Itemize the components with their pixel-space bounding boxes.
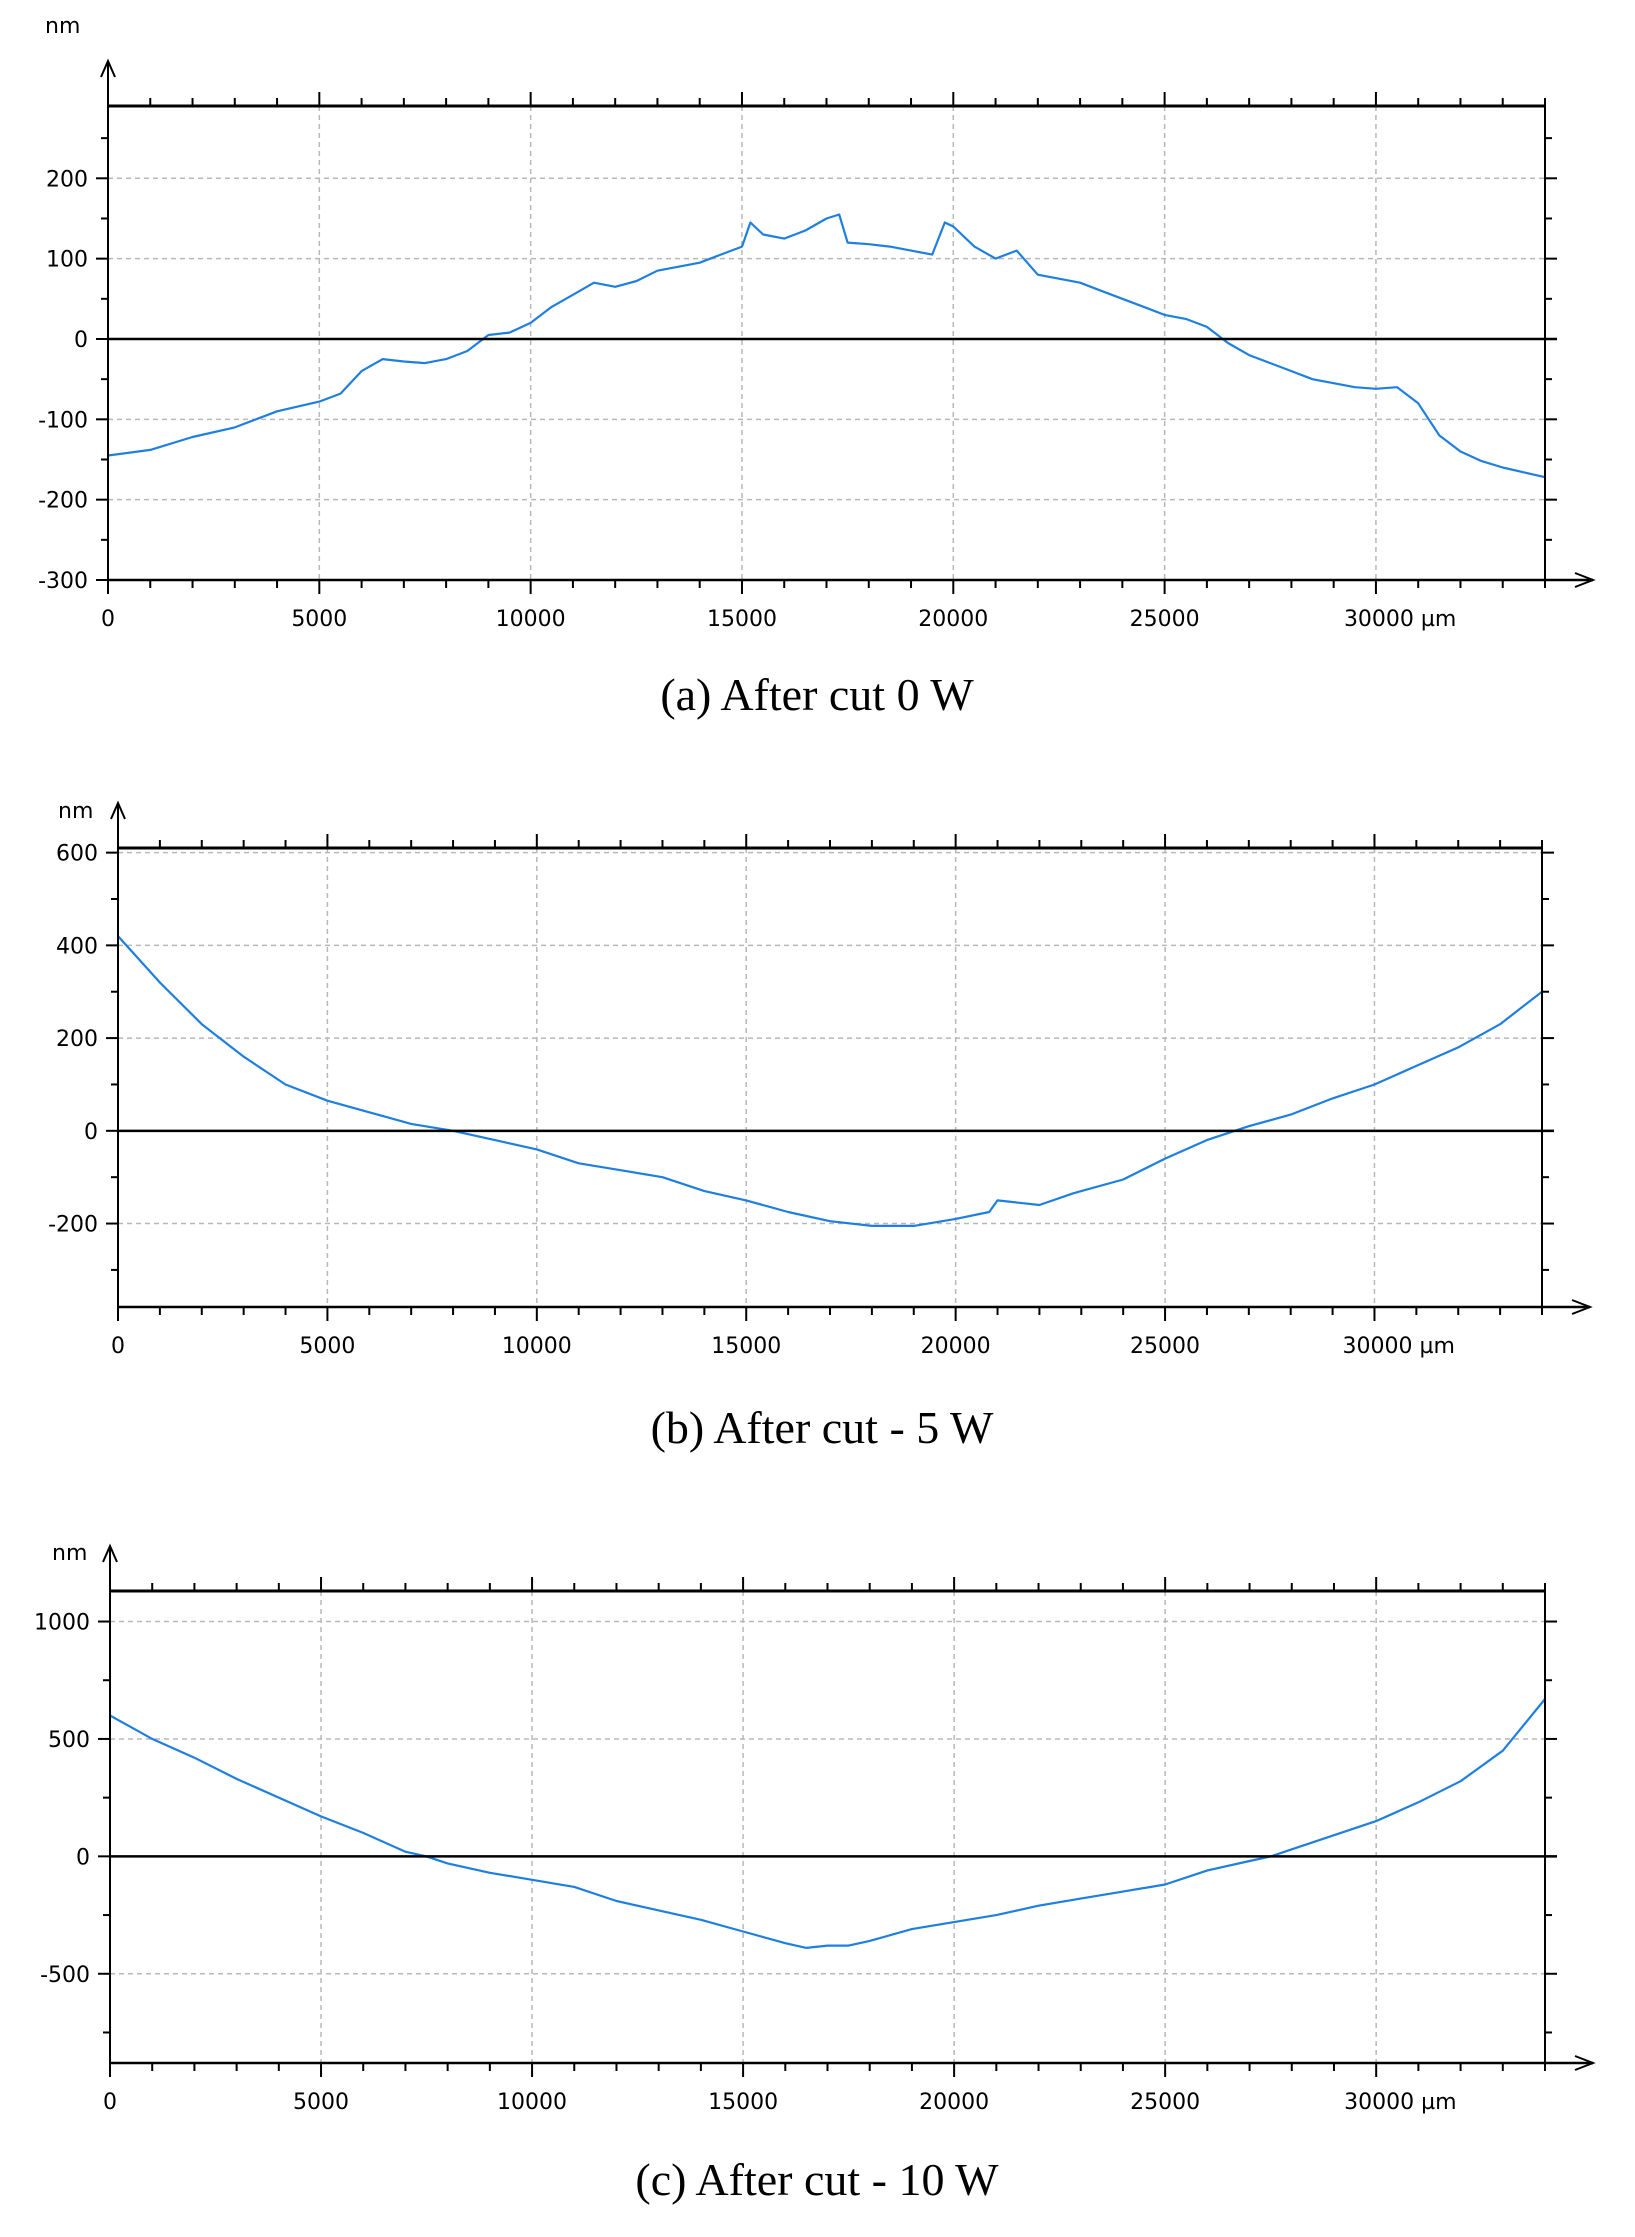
y-tick-label: -500 bbox=[40, 1963, 90, 1988]
y-axis-arrow bbox=[110, 800, 126, 820]
x-tick-label: 30000 µm bbox=[1342, 1334, 1454, 1359]
panel-a-tick-labels: 0 5000 10000 15000 20000 25000 30000 µm 200 100 0… bbox=[38, 167, 1456, 632]
y-tick-label: -300 bbox=[38, 569, 88, 594]
x-tick-label: 20000 bbox=[919, 2090, 989, 2115]
y-tick-label: 200 bbox=[46, 167, 88, 192]
x-tick-label: 10000 bbox=[496, 607, 566, 632]
y-tick-label: 500 bbox=[48, 1728, 90, 1753]
panel-c: 0 5000 10000 15000 20000 25000 30000 µm1000500… bbox=[34, 1541, 1596, 2205]
y-tick-label: 0 bbox=[74, 328, 88, 353]
y-axis-arrow bbox=[100, 58, 116, 78]
x-tick-label: 30000 µm bbox=[1344, 2090, 1456, 2115]
panel-b: 0 5000 10000 15000 20000 25000 30000 µm 600 400 2… bbox=[48, 799, 1593, 1453]
x-tick-label: 30000 µm bbox=[1344, 607, 1456, 632]
x-tick-label: 5000 bbox=[291, 607, 347, 632]
panel-b-series-layer bbox=[117, 935, 1543, 1228]
panel-a-y-unit: nm bbox=[45, 14, 80, 39]
x-axis-arrow bbox=[1574, 2055, 1596, 2071]
y-tick-label: 0 bbox=[76, 1845, 90, 1870]
y-tick-label: 200 bbox=[56, 1027, 98, 1052]
panel-c-grid bbox=[110, 1591, 1545, 2063]
x-axis-arrow bbox=[1571, 1299, 1593, 1315]
series-line bbox=[107, 213, 1546, 479]
x-tick-label: 0 bbox=[111, 1334, 125, 1359]
x-tick-label: 20000 bbox=[921, 1334, 991, 1359]
panel-c-series-layer bbox=[109, 1698, 1546, 1950]
panel-c-y-unit: nm bbox=[52, 1541, 87, 1566]
panel-b-tick-labels: 0 5000 10000 15000 20000 25000 30000 µm 600 400 2… bbox=[48, 842, 1455, 1359]
y-axis-arrow bbox=[102, 1543, 118, 1563]
panel-b-axes bbox=[106, 800, 1593, 1321]
panel-a: 0 5000 10000 15000 20000 25000 30000 µm 200 100 0… bbox=[38, 14, 1596, 720]
x-axis-arrow bbox=[1574, 572, 1596, 588]
y-tick-label: 600 bbox=[56, 842, 98, 867]
x-tick-label: 10000 bbox=[502, 1334, 572, 1359]
panel-c-tick-labels: 0 5000 10000 15000 20000 25000 30000 µm1000500… bbox=[34, 1611, 1457, 2115]
panel-b-grid bbox=[118, 848, 1542, 1307]
y-tick-label: -200 bbox=[48, 1213, 98, 1238]
x-tick-label: 15000 bbox=[711, 1334, 781, 1359]
panel-b-y-unit: nm bbox=[58, 799, 93, 824]
x-tick-label: 0 bbox=[103, 2090, 117, 2115]
y-tick-label: 100 bbox=[46, 248, 88, 273]
y-tick-label: -100 bbox=[38, 408, 88, 433]
x-tick-label: 15000 bbox=[708, 2090, 778, 2115]
x-tick-label: 15000 bbox=[707, 607, 777, 632]
panel-a-series-layer bbox=[107, 213, 1546, 479]
panel-a-caption: (a) After cut 0 W bbox=[660, 669, 974, 720]
series-line bbox=[109, 1698, 1546, 1950]
panel-a-axes bbox=[96, 58, 1596, 594]
x-tick-label: 20000 bbox=[918, 607, 988, 632]
x-tick-label: 5000 bbox=[299, 1334, 355, 1359]
x-tick-label: 25000 bbox=[1130, 607, 1200, 632]
x-tick-label: 25000 bbox=[1130, 1334, 1200, 1359]
x-tick-label: 5000 bbox=[293, 2090, 349, 2115]
series-line bbox=[117, 935, 1543, 1228]
panel-c-caption: (c) After cut - 10 W bbox=[635, 2154, 999, 2205]
panel-c-axes bbox=[98, 1543, 1596, 2077]
y-tick-label: 0 bbox=[84, 1120, 98, 1145]
x-tick-label: 25000 bbox=[1130, 2090, 1200, 2115]
y-tick-label: 1000 bbox=[34, 1611, 90, 1636]
x-tick-label: 10000 bbox=[497, 2090, 567, 2115]
y-tick-label: -200 bbox=[38, 489, 88, 514]
panel-b-caption: (b) After cut - 5 W bbox=[651, 1402, 994, 1453]
y-tick-label: 400 bbox=[56, 934, 98, 959]
x-tick-label: 0 bbox=[101, 607, 115, 632]
